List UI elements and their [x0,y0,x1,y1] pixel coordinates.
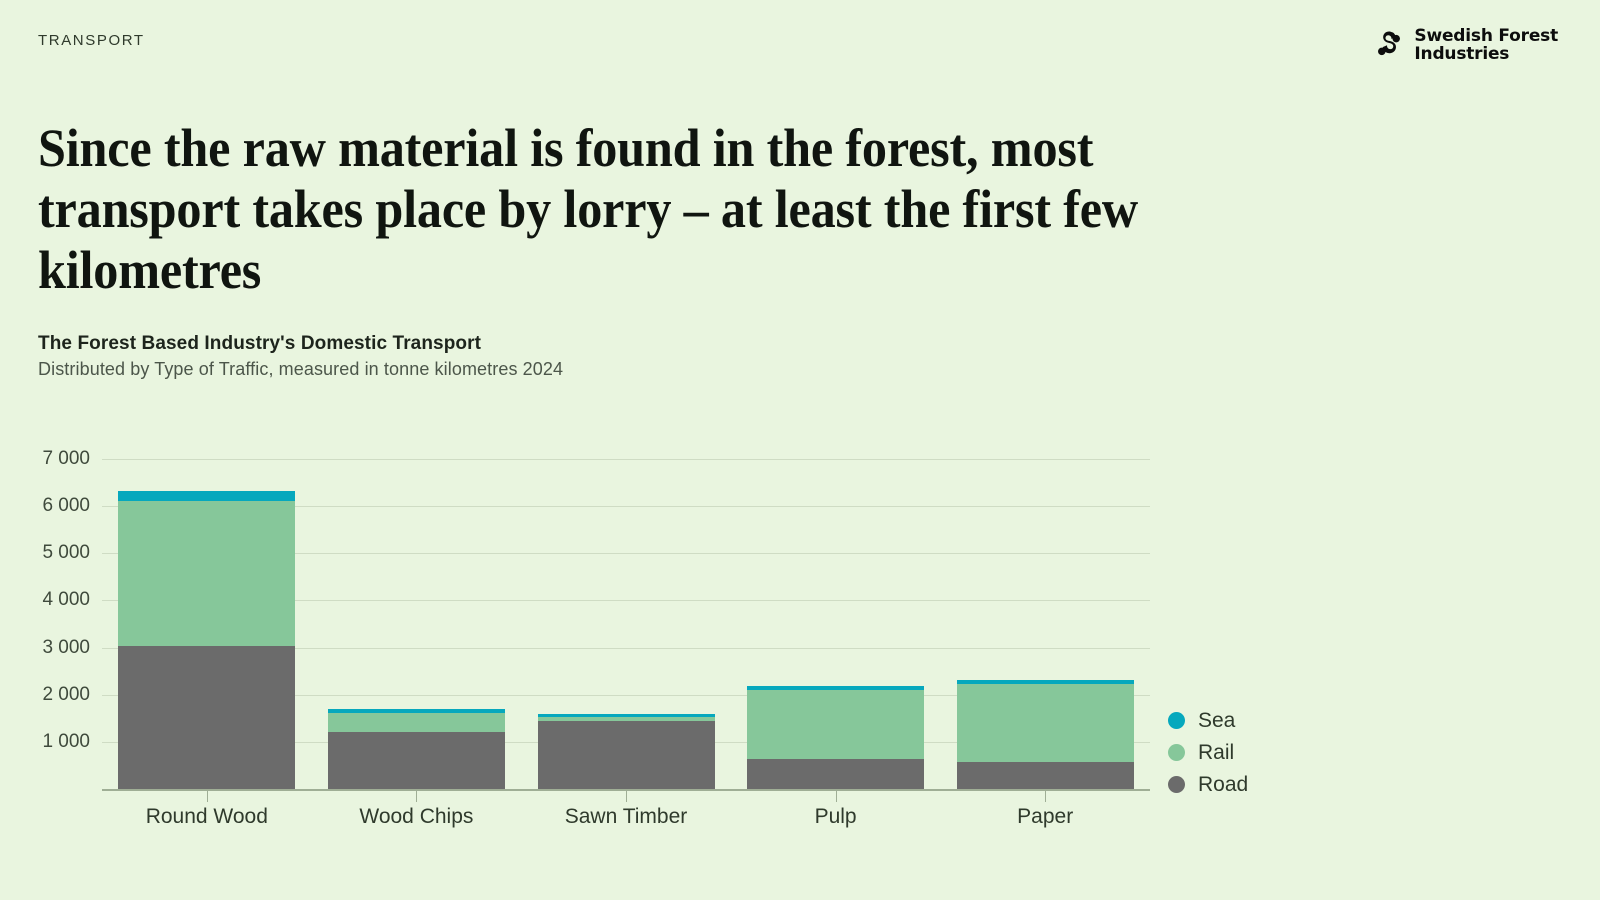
legend-item-road[interactable]: Road [1168,772,1248,797]
bar-segment-road[interactable] [327,731,505,789]
bar-segment-road[interactable] [537,720,715,789]
bar-pulp[interactable] [747,685,925,789]
eyebrow-label: TRANSPORT [38,32,145,49]
legend-label: Road [1198,773,1249,796]
bar-series-group [102,440,1150,789]
legend-label: Rail [1198,741,1235,764]
y-axis-tick-label: 4 000 [42,589,90,611]
x-axis-tick [416,791,418,802]
gridline [102,647,1150,649]
chart-title: The Forest Based Industry's Domestic Tra… [38,333,482,354]
bar-segment-rail[interactable] [327,712,505,732]
bar-segment-rail[interactable] [118,501,296,647]
gridline [102,600,1150,602]
bar-wood-chips[interactable] [327,708,505,789]
x-axis-line [102,789,1150,791]
x-axis-tick [835,791,837,802]
x-axis-label-wood-chips: Wood Chips [359,805,474,828]
chart-subtitle: Distributed by Type of Traffic, measured… [38,359,564,379]
bar-segment-rail[interactable] [956,683,1134,762]
bar-segment-rail[interactable] [747,689,925,759]
chart-legend: Sea Rail Road [1168,708,1248,804]
legend-swatch-sea-icon [1168,712,1185,729]
x-axis-tick [1045,791,1047,802]
bar-round-wood[interactable] [118,491,296,789]
bar-segment-sea[interactable] [118,491,296,502]
bar-segment-road[interactable] [747,758,925,789]
bar-segment-sea[interactable] [537,713,715,717]
gridline [102,694,1150,696]
x-axis-labels: Round Wood Wood Chips Sawn Timber Pulp Paper [102,791,1150,841]
logo-line-2: Industries [1414,44,1510,64]
bar-segment-road[interactable] [956,761,1134,789]
legend-item-rail[interactable]: Rail [1168,740,1248,765]
bar-paper[interactable] [956,679,1134,789]
brand-logo: Swedish Forest Industries [1372,27,1558,63]
bar-segment-sea[interactable] [747,685,925,690]
y-axis-tick-label: 7 000 [42,447,90,469]
logo-line-1: Swedish Forest [1414,26,1558,46]
bar-segment-rail[interactable] [537,716,715,721]
x-axis-tick [206,791,208,802]
x-axis-tick [626,791,627,802]
x-axis-label-paper: Paper [1017,805,1074,828]
plot-area: 1 000 2 000 3 000 4 000 5 000 6 000 7 000 [42,440,1150,791]
gridline [102,506,1150,508]
y-axis-tick-label: 1 000 [42,730,90,752]
gridline [102,458,1150,460]
logo-wordmark: Swedish Forest Industries [1414,27,1558,63]
slide-headline: Since the raw material is found in the f… [38,118,1138,300]
y-axis-tick-label: 6 000 [42,495,90,517]
bar-segment-sea[interactable] [327,708,505,713]
legend-label: Sea [1198,709,1236,732]
bar-segment-sea[interactable] [956,679,1134,684]
legend-swatch-rail-icon [1168,744,1185,761]
x-axis-label-round-wood: Round Wood [145,805,268,828]
gridline [102,553,1150,555]
x-axis-label-pulp: Pulp [814,805,857,828]
y-axis-tick-label: 5 000 [42,542,90,564]
bar-sawn-timber[interactable] [537,713,715,789]
x-axis-label-sawn-timber: Sawn Timber [564,805,688,828]
legend-swatch-road-icon [1168,776,1185,793]
y-axis-tick-label: 3 000 [42,636,90,658]
swedish-forest-industries-s-mark-icon [1378,31,1401,56]
legend-item-sea[interactable]: Sea [1168,708,1248,733]
y-axis-tick-label: 2 000 [42,683,90,705]
bar-segment-road[interactable] [118,646,296,789]
